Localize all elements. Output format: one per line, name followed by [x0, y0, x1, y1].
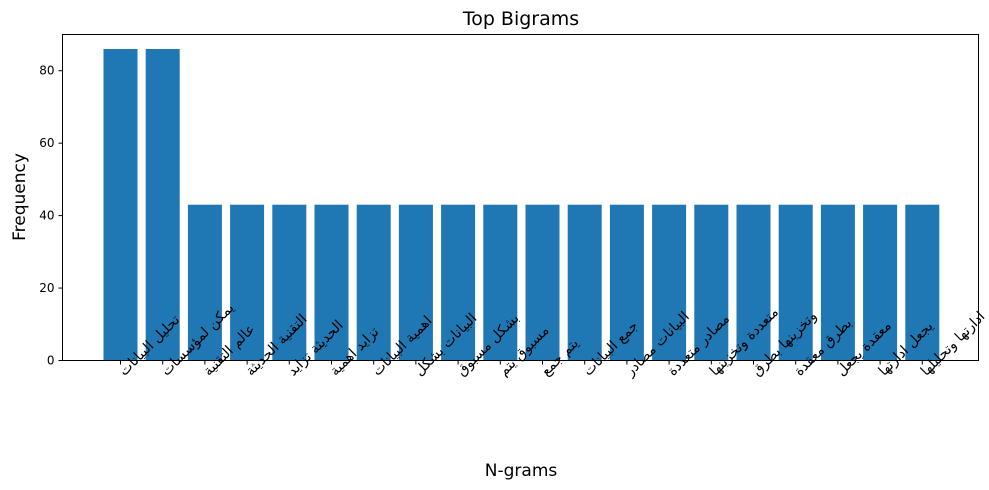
bar	[905, 204, 940, 361]
bar	[694, 204, 729, 361]
bar	[820, 204, 855, 361]
x-axis-label: N-grams	[485, 461, 558, 481]
bars-group	[103, 49, 940, 361]
plot-area-frame	[62, 34, 979, 361]
bar	[778, 204, 813, 361]
bar	[863, 204, 898, 361]
y-tick-label: 60	[39, 136, 54, 150]
bar	[441, 204, 476, 361]
bar	[609, 204, 644, 361]
y-axis: 0 20 40 60 80	[39, 64, 63, 368]
bar	[356, 204, 391, 361]
bar	[187, 204, 222, 361]
chart-title: Top Bigrams	[462, 8, 579, 30]
y-axis-label: Frequency	[10, 153, 30, 241]
y-tick-label: 20	[39, 281, 54, 295]
bar	[103, 49, 138, 361]
y-tick-label: 0	[47, 354, 55, 368]
bar	[652, 204, 687, 361]
bar	[398, 204, 433, 361]
y-tick-label: 40	[39, 209, 54, 223]
bar	[525, 204, 560, 361]
bar	[567, 204, 602, 361]
bar	[736, 204, 771, 361]
y-tick-label: 80	[39, 64, 54, 78]
bar	[230, 204, 265, 361]
bar	[145, 49, 180, 361]
bar	[314, 204, 349, 361]
bar	[272, 204, 307, 361]
bar	[483, 204, 518, 361]
